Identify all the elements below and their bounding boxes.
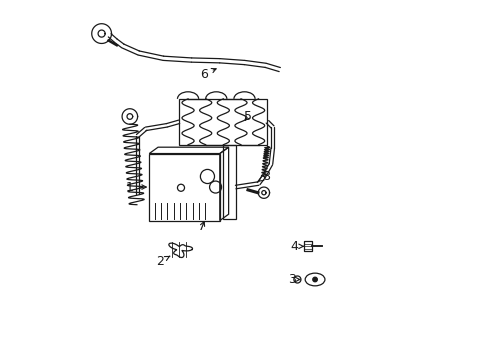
Bar xyxy=(304,242,312,251)
Text: 3: 3 xyxy=(287,273,299,286)
Text: 6: 6 xyxy=(200,68,216,81)
Bar xyxy=(223,145,235,219)
Text: 2: 2 xyxy=(156,255,169,267)
Text: 7: 7 xyxy=(198,220,206,233)
Text: 8: 8 xyxy=(258,170,269,183)
Circle shape xyxy=(312,277,317,282)
Text: 5: 5 xyxy=(244,110,251,123)
Bar xyxy=(149,154,219,221)
Bar xyxy=(179,99,267,145)
Text: 4: 4 xyxy=(289,240,303,253)
Text: 1: 1 xyxy=(125,181,146,194)
